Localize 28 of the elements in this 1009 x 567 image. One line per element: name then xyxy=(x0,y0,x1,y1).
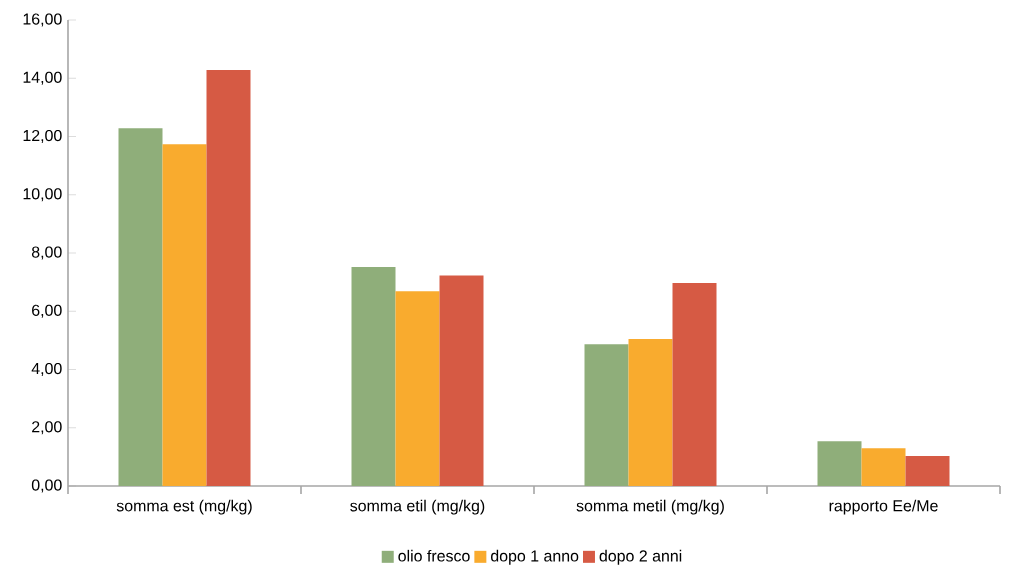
bar xyxy=(817,441,862,486)
y-tick-label: 12,00 xyxy=(23,129,62,144)
legend-label: dopo 1 anno xyxy=(491,549,579,565)
y-tick-label: 14,00 xyxy=(23,71,62,85)
bar xyxy=(861,448,906,486)
y-tick-label: 10,00 xyxy=(23,188,62,202)
bar xyxy=(672,283,717,486)
y-tick-label: 6,00 xyxy=(32,304,62,318)
bar xyxy=(395,291,440,486)
x-tick-label: somma metil (mg/kg) xyxy=(576,499,724,515)
y-tick-label: 2,00 xyxy=(32,421,62,435)
x-tick-label: rapporto Ee/Me xyxy=(829,499,938,515)
bar xyxy=(439,275,484,486)
y-tick-label: 8,00 xyxy=(31,246,62,260)
y-tick-label: 16,00 xyxy=(23,13,62,27)
bar xyxy=(162,144,207,486)
y-tick-label: 4,00 xyxy=(31,362,62,377)
bar xyxy=(584,344,629,486)
bar xyxy=(206,70,251,486)
x-tick-label: somma etil (mg/kg) xyxy=(350,499,485,515)
bar xyxy=(628,338,673,486)
legend-label: olio fresco xyxy=(398,549,470,562)
legend-label: dopo 2 anni xyxy=(599,549,682,565)
bar xyxy=(351,266,396,486)
bar xyxy=(905,456,950,486)
bar xyxy=(118,128,163,486)
y-tick-label: 0,00 xyxy=(31,479,62,493)
x-tick-label: somma est (mg/kg) xyxy=(116,499,252,515)
